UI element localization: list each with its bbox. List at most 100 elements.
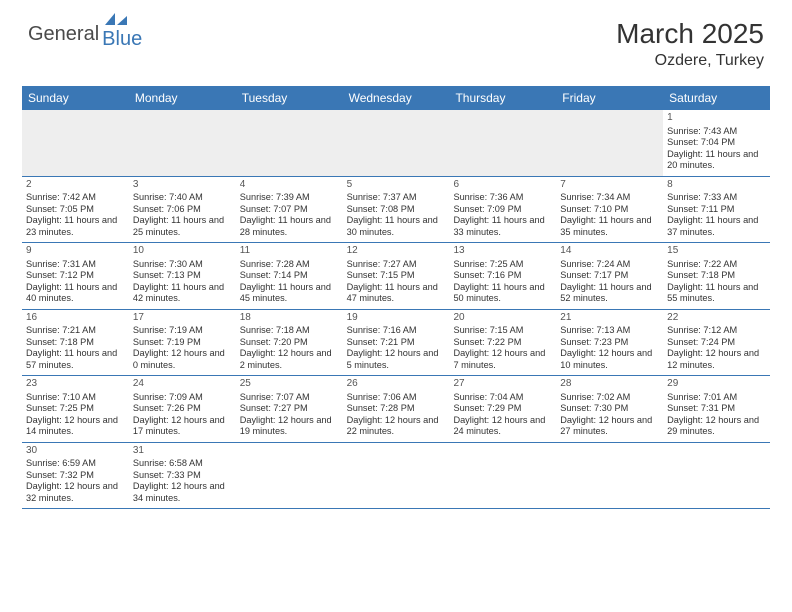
day-cell: 5Sunrise: 7:37 AMSunset: 7:08 PMDaylight… bbox=[343, 177, 450, 243]
sunset-text: Sunset: 7:23 PM bbox=[560, 337, 659, 349]
empty-cell bbox=[449, 110, 556, 176]
sunset-text: Sunset: 7:13 PM bbox=[133, 270, 232, 282]
day-cell: 19Sunrise: 7:16 AMSunset: 7:21 PMDayligh… bbox=[343, 310, 450, 376]
logo: GeneralBlue bbox=[28, 18, 142, 51]
sunset-text: Sunset: 7:04 PM bbox=[667, 137, 766, 149]
header: GeneralBlue March 2025 Ozdere, Turkey bbox=[0, 0, 792, 78]
sunset-text: Sunset: 7:07 PM bbox=[240, 204, 339, 216]
sunset-text: Sunset: 7:12 PM bbox=[26, 270, 125, 282]
daylight-text: Daylight: 11 hours and 47 minutes. bbox=[347, 282, 446, 305]
daylight-text: Daylight: 11 hours and 50 minutes. bbox=[453, 282, 552, 305]
empty-cell bbox=[236, 443, 343, 509]
day-number: 20 bbox=[453, 312, 552, 325]
sunset-text: Sunset: 7:26 PM bbox=[133, 403, 232, 415]
daylight-text: Daylight: 11 hours and 28 minutes. bbox=[240, 215, 339, 238]
empty-cell bbox=[22, 110, 129, 176]
day-header-sunday: Sunday bbox=[22, 86, 129, 110]
sunrise-text: Sunrise: 7:39 AM bbox=[240, 192, 339, 204]
day-cell: 27Sunrise: 7:04 AMSunset: 7:29 PMDayligh… bbox=[449, 376, 556, 442]
sunrise-text: Sunrise: 6:59 AM bbox=[26, 458, 125, 470]
day-number: 26 bbox=[347, 378, 446, 391]
day-cell: 8Sunrise: 7:33 AMSunset: 7:11 PMDaylight… bbox=[663, 177, 770, 243]
day-number: 22 bbox=[667, 312, 766, 325]
sunrise-text: Sunrise: 7:30 AM bbox=[133, 259, 232, 271]
daylight-text: Daylight: 11 hours and 40 minutes. bbox=[26, 282, 125, 305]
day-number: 2 bbox=[26, 179, 125, 192]
location-label: Ozdere, Turkey bbox=[616, 52, 764, 70]
sunset-text: Sunset: 7:27 PM bbox=[240, 403, 339, 415]
logo-text-general: General bbox=[28, 23, 99, 46]
sunset-text: Sunset: 7:20 PM bbox=[240, 337, 339, 349]
day-number: 17 bbox=[133, 312, 232, 325]
sunrise-text: Sunrise: 7:43 AM bbox=[667, 126, 766, 138]
day-number: 10 bbox=[133, 245, 232, 258]
sunset-text: Sunset: 7:31 PM bbox=[667, 403, 766, 415]
sunrise-text: Sunrise: 7:12 AM bbox=[667, 325, 766, 337]
day-cell: 11Sunrise: 7:28 AMSunset: 7:14 PMDayligh… bbox=[236, 243, 343, 309]
day-header-wednesday: Wednesday bbox=[343, 86, 450, 110]
day-number: 24 bbox=[133, 378, 232, 391]
day-header-row: SundayMondayTuesdayWednesdayThursdayFrid… bbox=[22, 86, 770, 110]
daylight-text: Daylight: 12 hours and 24 minutes. bbox=[453, 415, 552, 438]
day-cell: 4Sunrise: 7:39 AMSunset: 7:07 PMDaylight… bbox=[236, 177, 343, 243]
daylight-text: Daylight: 12 hours and 17 minutes. bbox=[133, 415, 232, 438]
sunset-text: Sunset: 7:29 PM bbox=[453, 403, 552, 415]
empty-cell bbox=[663, 443, 770, 509]
daylight-text: Daylight: 12 hours and 14 minutes. bbox=[26, 415, 125, 438]
sunrise-text: Sunrise: 7:25 AM bbox=[453, 259, 552, 271]
sunset-text: Sunset: 7:15 PM bbox=[347, 270, 446, 282]
daylight-text: Daylight: 11 hours and 33 minutes. bbox=[453, 215, 552, 238]
sunrise-text: Sunrise: 7:33 AM bbox=[667, 192, 766, 204]
daylight-text: Daylight: 11 hours and 55 minutes. bbox=[667, 282, 766, 305]
sunrise-text: Sunrise: 7:01 AM bbox=[667, 392, 766, 404]
day-number: 3 bbox=[133, 179, 232, 192]
day-cell: 9Sunrise: 7:31 AMSunset: 7:12 PMDaylight… bbox=[22, 243, 129, 309]
sunrise-text: Sunrise: 7:09 AM bbox=[133, 392, 232, 404]
day-cell: 23Sunrise: 7:10 AMSunset: 7:25 PMDayligh… bbox=[22, 376, 129, 442]
sunrise-text: Sunrise: 7:19 AM bbox=[133, 325, 232, 337]
day-number: 14 bbox=[560, 245, 659, 258]
daylight-text: Daylight: 11 hours and 30 minutes. bbox=[347, 215, 446, 238]
day-cell: 26Sunrise: 7:06 AMSunset: 7:28 PMDayligh… bbox=[343, 376, 450, 442]
daylight-text: Daylight: 11 hours and 25 minutes. bbox=[133, 215, 232, 238]
day-number: 9 bbox=[26, 245, 125, 258]
sunrise-text: Sunrise: 6:58 AM bbox=[133, 458, 232, 470]
day-header-tuesday: Tuesday bbox=[236, 86, 343, 110]
daylight-text: Daylight: 12 hours and 12 minutes. bbox=[667, 348, 766, 371]
day-cell: 21Sunrise: 7:13 AMSunset: 7:23 PMDayligh… bbox=[556, 310, 663, 376]
sunset-text: Sunset: 7:21 PM bbox=[347, 337, 446, 349]
sunset-text: Sunset: 7:25 PM bbox=[26, 403, 125, 415]
daylight-text: Daylight: 11 hours and 42 minutes. bbox=[133, 282, 232, 305]
sunrise-text: Sunrise: 7:28 AM bbox=[240, 259, 339, 271]
logo-text-blue: Blue bbox=[102, 28, 142, 51]
week-row: 2Sunrise: 7:42 AMSunset: 7:05 PMDaylight… bbox=[22, 177, 770, 244]
day-cell: 22Sunrise: 7:12 AMSunset: 7:24 PMDayligh… bbox=[663, 310, 770, 376]
daylight-text: Daylight: 12 hours and 0 minutes. bbox=[133, 348, 232, 371]
sunrise-text: Sunrise: 7:10 AM bbox=[26, 392, 125, 404]
daylight-text: Daylight: 11 hours and 37 minutes. bbox=[667, 215, 766, 238]
day-number: 19 bbox=[347, 312, 446, 325]
daylight-text: Daylight: 12 hours and 34 minutes. bbox=[133, 481, 232, 504]
sunset-text: Sunset: 7:30 PM bbox=[560, 403, 659, 415]
day-cell: 18Sunrise: 7:18 AMSunset: 7:20 PMDayligh… bbox=[236, 310, 343, 376]
sunset-text: Sunset: 7:17 PM bbox=[560, 270, 659, 282]
empty-cell bbox=[343, 443, 450, 509]
daylight-text: Daylight: 12 hours and 5 minutes. bbox=[347, 348, 446, 371]
daylight-text: Daylight: 12 hours and 7 minutes. bbox=[453, 348, 552, 371]
sunset-text: Sunset: 7:24 PM bbox=[667, 337, 766, 349]
empty-cell bbox=[343, 110, 450, 176]
day-cell: 2Sunrise: 7:42 AMSunset: 7:05 PMDaylight… bbox=[22, 177, 129, 243]
empty-cell bbox=[129, 110, 236, 176]
day-cell: 25Sunrise: 7:07 AMSunset: 7:27 PMDayligh… bbox=[236, 376, 343, 442]
sunset-text: Sunset: 7:18 PM bbox=[26, 337, 125, 349]
daylight-text: Daylight: 12 hours and 27 minutes. bbox=[560, 415, 659, 438]
day-cell: 17Sunrise: 7:19 AMSunset: 7:19 PMDayligh… bbox=[129, 310, 236, 376]
sunset-text: Sunset: 7:10 PM bbox=[560, 204, 659, 216]
empty-cell bbox=[236, 110, 343, 176]
day-number: 1 bbox=[667, 112, 766, 125]
day-header-monday: Monday bbox=[129, 86, 236, 110]
day-header-thursday: Thursday bbox=[449, 86, 556, 110]
day-number: 11 bbox=[240, 245, 339, 258]
sunset-text: Sunset: 7:28 PM bbox=[347, 403, 446, 415]
day-cell: 7Sunrise: 7:34 AMSunset: 7:10 PMDaylight… bbox=[556, 177, 663, 243]
